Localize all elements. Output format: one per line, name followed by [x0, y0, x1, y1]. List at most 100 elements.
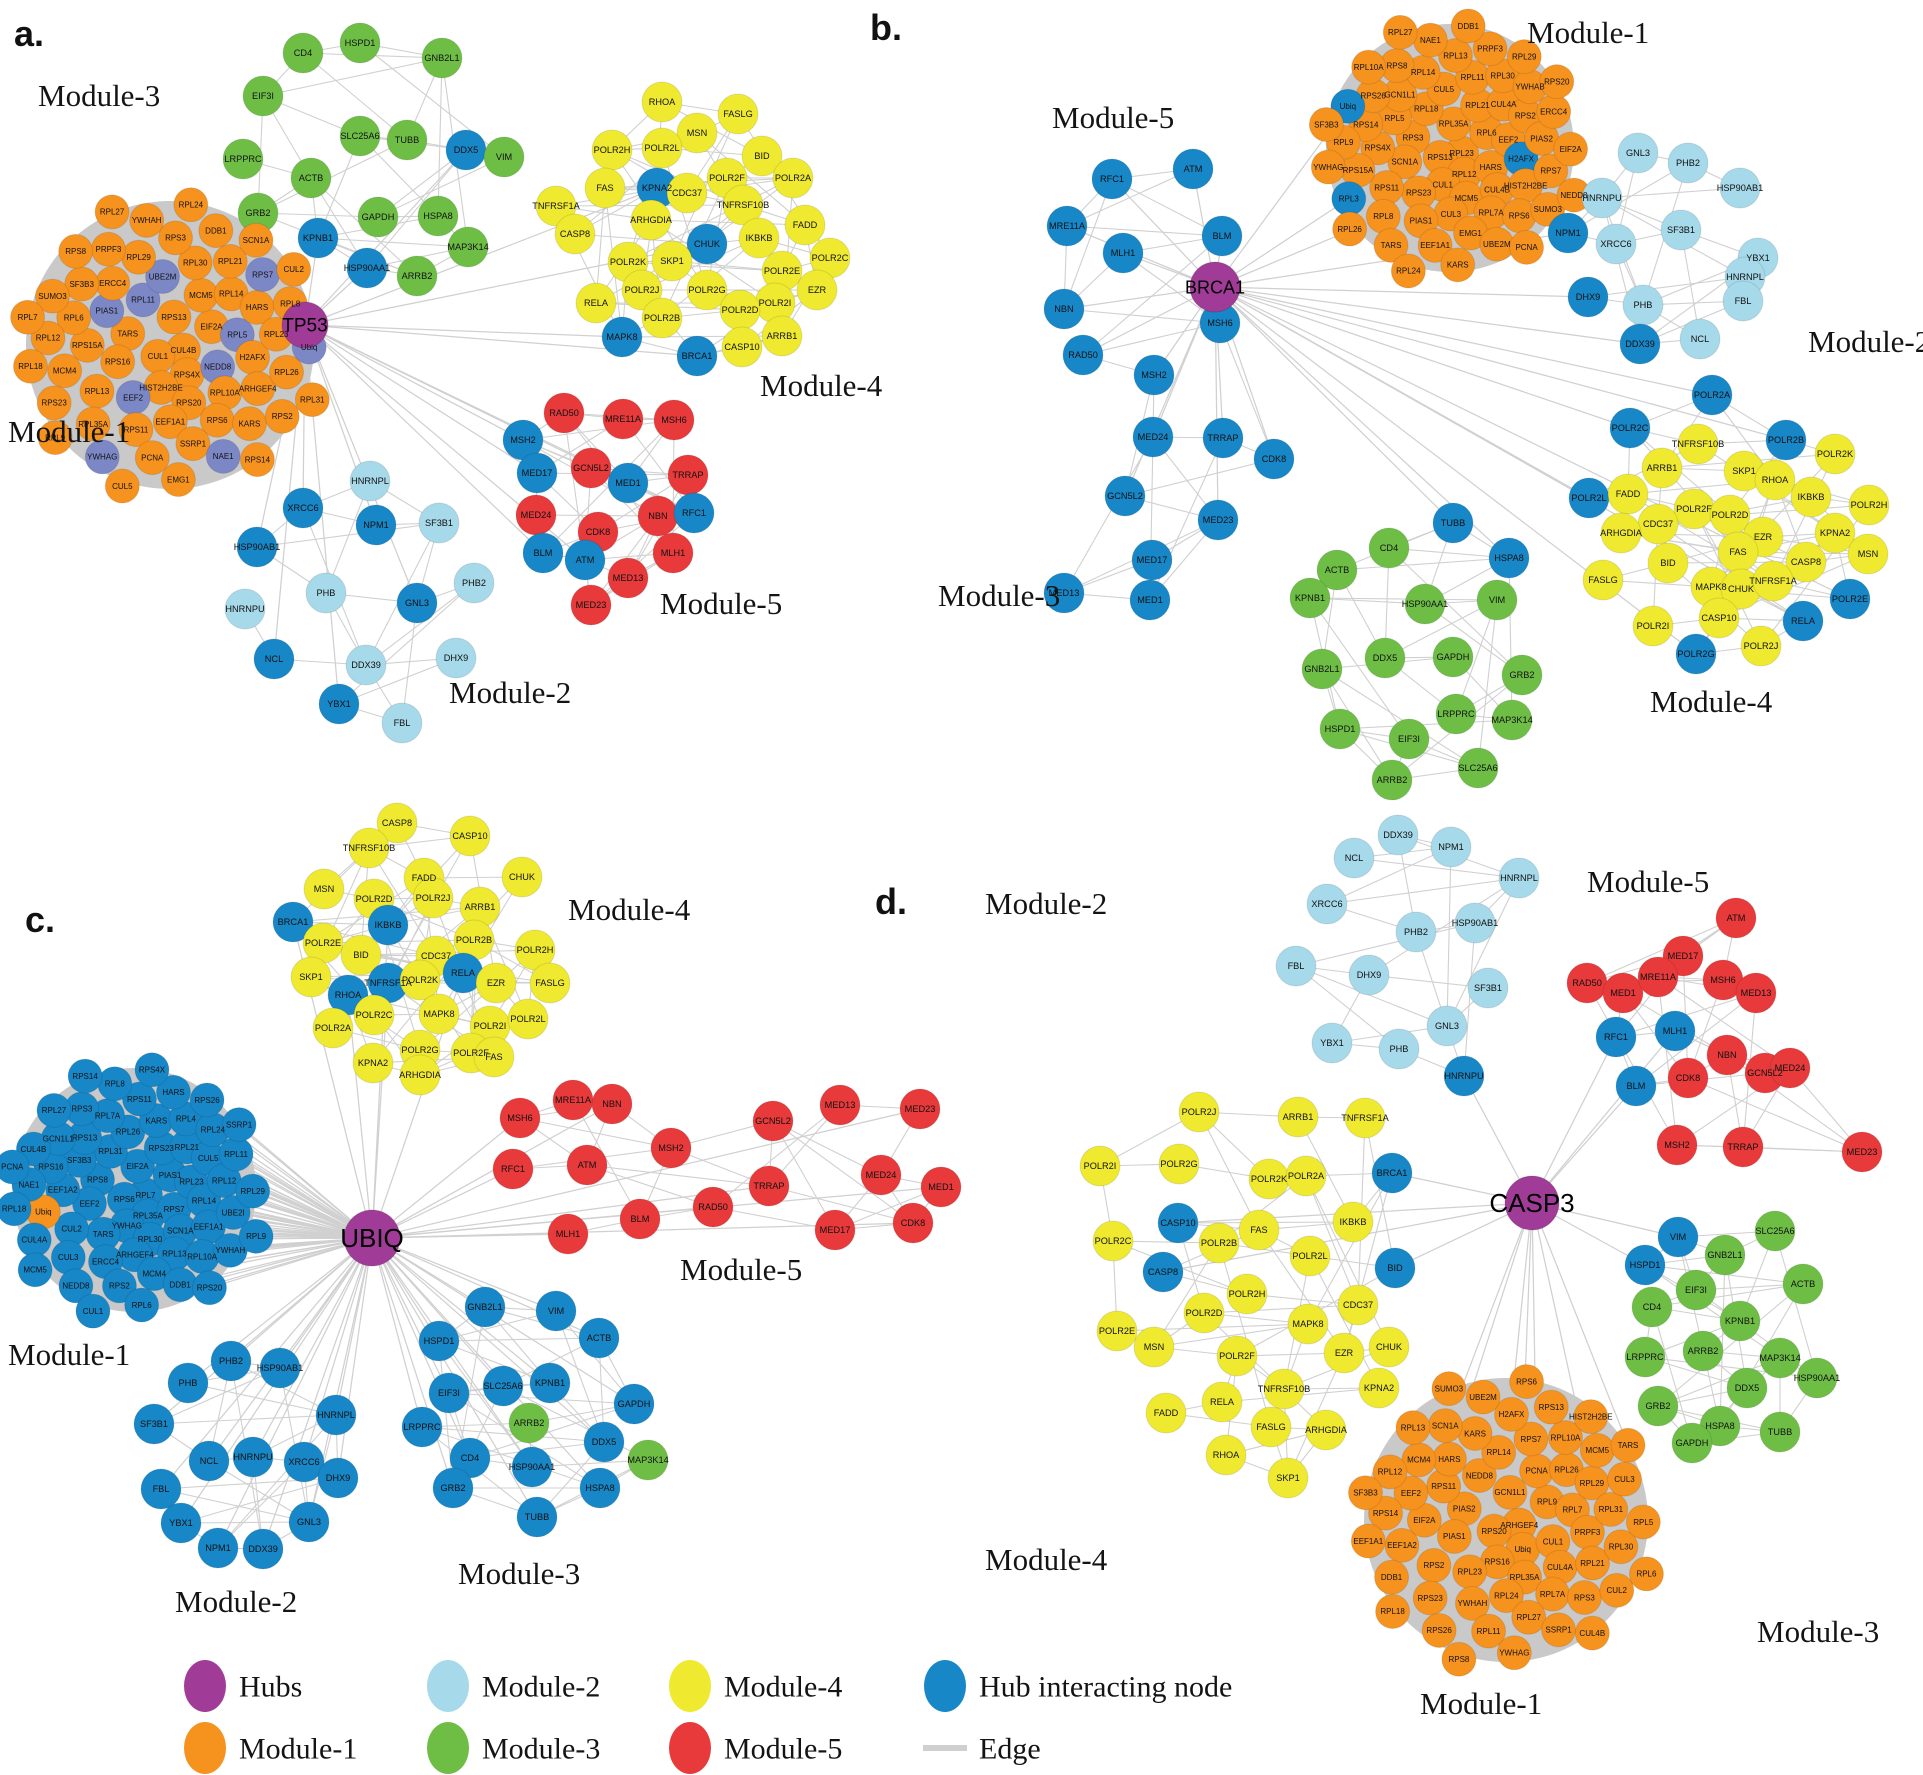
node-rps2[interactable]: [101, 1268, 137, 1304]
node-rps14[interactable]: [239, 442, 275, 478]
node-rps26[interactable]: [189, 1082, 225, 1118]
hub-node-tp53[interactable]: [281, 301, 329, 349]
node-prpf3[interactable]: [1472, 31, 1508, 67]
node-hsp90ab1[interactable]: [1454, 902, 1496, 944]
node-rela[interactable]: [1201, 1381, 1243, 1423]
node-rpl24[interactable]: [1488, 1578, 1524, 1614]
node-dhx9[interactable]: [435, 637, 477, 679]
node-rpl8[interactable]: [97, 1066, 133, 1102]
node-polr2a[interactable]: [772, 157, 814, 199]
node-rad50[interactable]: [543, 392, 585, 434]
node-fadd[interactable]: [1145, 1392, 1187, 1434]
node-arrb1[interactable]: [1641, 447, 1683, 489]
node-mre11a[interactable]: [602, 398, 644, 440]
node-map3k14[interactable]: [1759, 1337, 1801, 1379]
node-tnfrsf1a[interactable]: [1752, 560, 1794, 602]
node-blm[interactable]: [1615, 1065, 1657, 1107]
node-rpl9[interactable]: [37, 420, 73, 456]
node-mlh1[interactable]: [547, 1213, 589, 1255]
node-fas[interactable]: [584, 167, 626, 209]
node-ywhah[interactable]: [1454, 1585, 1490, 1621]
node-polr2l[interactable]: [1568, 477, 1610, 519]
node-hnrnpu[interactable]: [232, 1436, 274, 1478]
node-atm[interactable]: [566, 1144, 608, 1186]
node-msh6[interactable]: [653, 399, 695, 441]
node-gnl3[interactable]: [1617, 132, 1659, 174]
node-rela[interactable]: [575, 282, 617, 324]
node-med24[interactable]: [1769, 1047, 1811, 1089]
node-med24[interactable]: [515, 494, 557, 536]
node-rpl6[interactable]: [56, 300, 92, 336]
node-cdc37[interactable]: [666, 172, 708, 214]
node-gnl3[interactable]: [1426, 1005, 1468, 1047]
node-polr2l[interactable]: [641, 127, 683, 169]
node-hspa8[interactable]: [1488, 537, 1530, 579]
node-fbl[interactable]: [381, 702, 423, 744]
node-polr2l[interactable]: [1289, 1235, 1331, 1277]
node-rpl31[interactable]: [1593, 1491, 1629, 1527]
node-ncl[interactable]: [188, 1440, 230, 1482]
node-rfc1[interactable]: [1091, 158, 1133, 200]
node-map3k14[interactable]: [627, 1439, 669, 1481]
node-tubb[interactable]: [516, 1496, 558, 1538]
node-sumo3[interactable]: [34, 278, 70, 314]
node-med24[interactable]: [1132, 416, 1174, 458]
node-hnrnpu[interactable]: [1443, 1055, 1485, 1097]
node-polr2h[interactable]: [1848, 484, 1890, 526]
node-hsp90ab1[interactable]: [259, 1347, 301, 1389]
node-casp10[interactable]: [1157, 1202, 1199, 1244]
node-nbn[interactable]: [637, 495, 679, 537]
node-rpl29[interactable]: [1506, 39, 1542, 75]
node-polr2a[interactable]: [1691, 374, 1733, 416]
node-fbl[interactable]: [140, 1468, 182, 1510]
node-ube2m[interactable]: [145, 258, 181, 294]
node-gcn5l2[interactable]: [570, 447, 612, 489]
node-mre11a[interactable]: [552, 1079, 594, 1121]
node-skp1[interactable]: [1267, 1457, 1309, 1499]
node-gnb2l1[interactable]: [1301, 648, 1343, 690]
node-chuk[interactable]: [501, 856, 543, 898]
node-arhgdia[interactable]: [1600, 512, 1642, 554]
node-arrb1[interactable]: [1277, 1096, 1319, 1138]
node-casp10[interactable]: [1698, 597, 1740, 639]
node-ezr[interactable]: [796, 269, 838, 311]
node-casp8[interactable]: [1142, 1251, 1184, 1293]
node-hnrnpl[interactable]: [349, 460, 391, 502]
node-tars[interactable]: [1610, 1427, 1646, 1463]
node-ercc4[interactable]: [95, 265, 131, 301]
node-casp10[interactable]: [721, 326, 763, 368]
node-rpl11[interactable]: [125, 282, 161, 318]
node-mre11a[interactable]: [1637, 956, 1679, 998]
node-rpl11[interactable]: [1471, 1613, 1507, 1649]
node-actb[interactable]: [1316, 549, 1358, 591]
node-hspa8[interactable]: [579, 1467, 621, 1509]
node-tnfrsf10b[interactable]: [1263, 1368, 1305, 1410]
node-med1[interactable]: [607, 462, 649, 504]
node-med13[interactable]: [1735, 972, 1777, 1014]
node-sf3b1[interactable]: [418, 502, 460, 544]
node-arhgef4[interactable]: [240, 371, 276, 407]
node-med23[interactable]: [1197, 499, 1239, 541]
node-rpl27[interactable]: [1511, 1599, 1547, 1635]
node-hnrnpu[interactable]: [1581, 177, 1623, 219]
node-rhoa[interactable]: [1205, 1434, 1247, 1476]
node-polr2g[interactable]: [1158, 1143, 1200, 1185]
node-prpf3[interactable]: [90, 231, 126, 267]
node-rhoa[interactable]: [641, 81, 683, 123]
node-rpl13[interactable]: [1395, 1410, 1431, 1446]
node-eif2a[interactable]: [1553, 131, 1589, 167]
node-polr2b[interactable]: [641, 297, 683, 339]
node-casp8[interactable]: [376, 802, 418, 844]
node-rela[interactable]: [1782, 600, 1824, 642]
node-mlh1[interactable]: [652, 532, 694, 574]
node-cul4b[interactable]: [1574, 1615, 1610, 1651]
node-nae1[interactable]: [205, 438, 241, 474]
node-ddx39[interactable]: [1619, 323, 1661, 365]
node-ddb1[interactable]: [198, 213, 234, 249]
node-rpl23[interactable]: [1452, 1554, 1488, 1590]
node-gnl3[interactable]: [396, 582, 438, 624]
node-kars[interactable]: [231, 406, 267, 442]
node-cul5[interactable]: [104, 468, 140, 504]
node-ikbkb[interactable]: [1332, 1201, 1374, 1243]
node-msn[interactable]: [303, 868, 345, 910]
